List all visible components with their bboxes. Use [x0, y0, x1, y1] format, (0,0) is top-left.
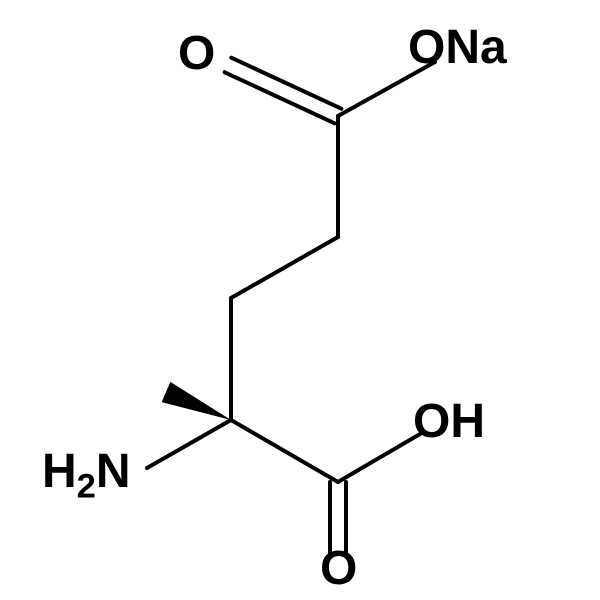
atom-label-ONa: ONa [408, 24, 507, 72]
atom-label-OH: OH [413, 398, 485, 446]
atom-label-NH2: H2N [42, 448, 131, 496]
atom-label-top-O: O [178, 30, 215, 78]
atom-label-bottom-O: O [320, 545, 357, 593]
chemical-structure-diagram: O ONa H2N O OH [0, 0, 600, 600]
bond-skeleton [0, 0, 600, 600]
